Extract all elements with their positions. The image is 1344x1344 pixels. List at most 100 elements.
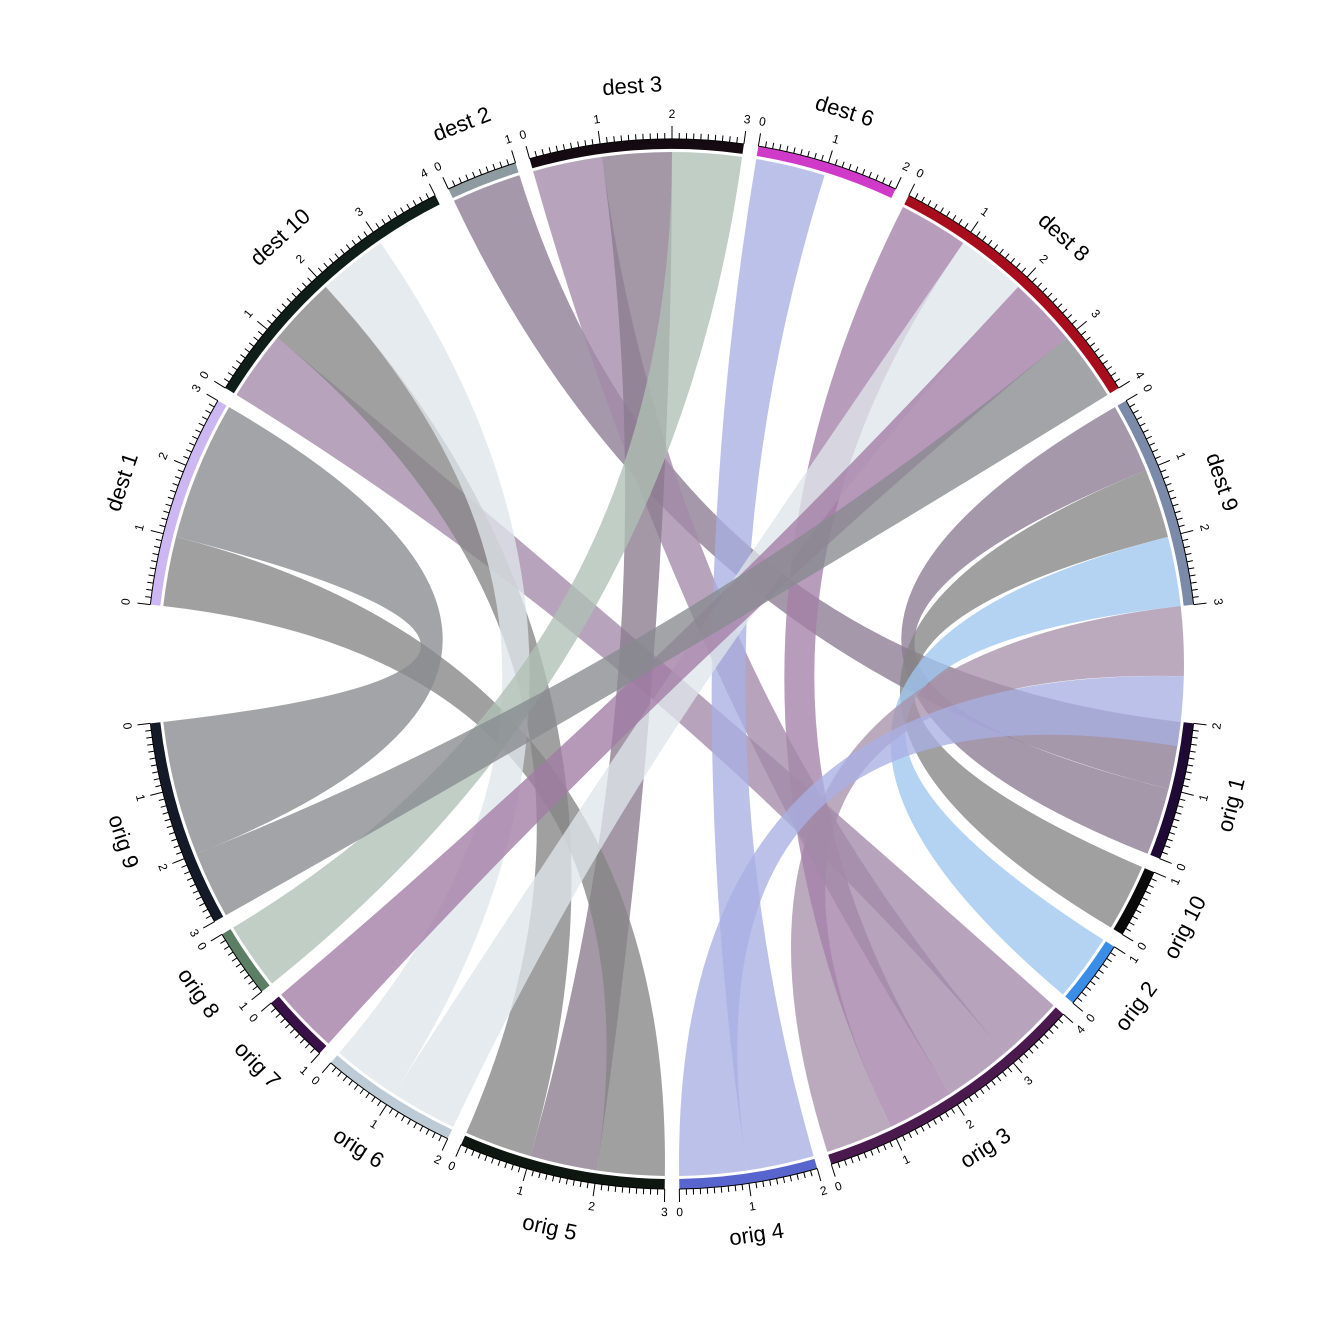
tick-major [441, 1138, 449, 1151]
tick-minor [789, 1175, 793, 1182]
tick-minor [173, 845, 180, 849]
tick-major [202, 921, 215, 929]
tick-major [970, 221, 979, 233]
tick-major [137, 602, 151, 606]
tick-minor [394, 1111, 399, 1118]
tick-minor [720, 1186, 723, 1193]
tick-minor [572, 1179, 575, 1186]
tick-minor [270, 1007, 277, 1013]
tick-minor [491, 1157, 494, 1164]
tick-minor [538, 1172, 541, 1179]
tick-label: 2 [900, 159, 912, 175]
tick-major [173, 459, 187, 466]
tick-minor [591, 138, 594, 146]
tick-major [511, 150, 517, 164]
sector-axis-orig5 [460, 1144, 665, 1190]
sector-track-orig4 [679, 1158, 818, 1189]
tick-minor [506, 159, 510, 166]
tick-minor [289, 1028, 295, 1034]
tick-major [830, 1164, 836, 1177]
tick-minor [1184, 778, 1191, 781]
tick-minor [177, 469, 184, 473]
tick-minor [189, 883, 196, 888]
tick-minor [1094, 975, 1100, 980]
tick-label: 2 [1037, 252, 1052, 267]
tick-minor [613, 136, 615, 143]
tick-minor [870, 1149, 874, 1156]
chord-link-orig3-dest3 [533, 156, 1005, 1094]
chord-link-orig10-dest9 [899, 470, 1168, 928]
tick-minor [174, 476, 181, 480]
tick-minor [541, 149, 545, 156]
sector-track-dest2 [448, 162, 519, 199]
tick-label: 0 [446, 1158, 458, 1174]
tick-minor [548, 147, 552, 154]
tick-label: 1 [978, 204, 992, 219]
sector-label-orig8: orig 8 [173, 963, 225, 1022]
tick-minor [1102, 360, 1109, 365]
sector-track-orig3 [828, 1007, 1064, 1165]
tick-minor [337, 1071, 342, 1077]
tick-minor [223, 945, 230, 950]
tick-minor [863, 1152, 867, 1159]
tick-minor [1015, 262, 1021, 268]
tick-major [1012, 1062, 1023, 1074]
tick-minor [1150, 878, 1157, 882]
tick-minor [388, 1108, 393, 1114]
chord-link-orig3-dest10 [236, 337, 1054, 1054]
sector-label-orig4: orig 4 [727, 1218, 785, 1251]
tick-minor [875, 174, 879, 181]
tick-minor [1177, 805, 1184, 808]
tick-minor [814, 152, 817, 159]
tick-major [365, 221, 374, 233]
tick-minor [579, 1181, 582, 1188]
tick-minor [154, 545, 161, 549]
tick-minor [586, 1182, 589, 1189]
tick-minor [375, 222, 380, 229]
tick-minor [497, 1159, 501, 1166]
tick-minor [155, 538, 162, 542]
tick-minor [176, 851, 183, 855]
tick-major [150, 791, 164, 796]
tick-minor [425, 1129, 430, 1135]
tick-minor [1125, 927, 1132, 932]
tick-minor [401, 1115, 405, 1122]
tick-minor [478, 169, 482, 175]
tick-minor [307, 277, 313, 283]
tick-minor [291, 292, 297, 298]
tick-major [1062, 1013, 1074, 1024]
tick-label: 0 [1134, 940, 1150, 953]
sector-track-dest6 [756, 146, 896, 199]
tick-label: 0 [914, 166, 927, 182]
tick-minor [939, 207, 944, 214]
tick-minor [888, 180, 893, 187]
tick-major [137, 722, 151, 726]
tick-minor [933, 203, 938, 210]
tick-minor [334, 253, 340, 259]
tick-minor [821, 154, 824, 161]
sector-track-dest10 [225, 195, 440, 394]
tick-minor [163, 510, 170, 514]
chord-link-orig8-dest3 [233, 152, 743, 984]
tick-minor [979, 1088, 985, 1095]
tick-minor [1081, 991, 1087, 997]
tick-major [150, 529, 164, 535]
tick-minor [205, 409, 212, 414]
tick-minor [317, 267, 323, 273]
tick-minor [1190, 581, 1197, 584]
tick-minor [1132, 409, 1139, 414]
tick-minor [607, 1185, 610, 1192]
tick-minor [985, 1084, 991, 1090]
tick-minor [807, 150, 810, 157]
tick-minor [1128, 921, 1135, 926]
tick-minor [734, 1185, 737, 1192]
tick-major [1072, 1002, 1084, 1012]
tick-minor [1002, 1071, 1007, 1077]
tick-label: 1 [900, 1152, 912, 1168]
chord-link-orig7-dest8 [281, 286, 1067, 1044]
tick-minor [149, 567, 156, 570]
tick-minor [310, 1048, 315, 1054]
tick-minor [914, 193, 919, 199]
tick-minor [432, 1132, 436, 1139]
tick-minor [755, 1182, 758, 1189]
